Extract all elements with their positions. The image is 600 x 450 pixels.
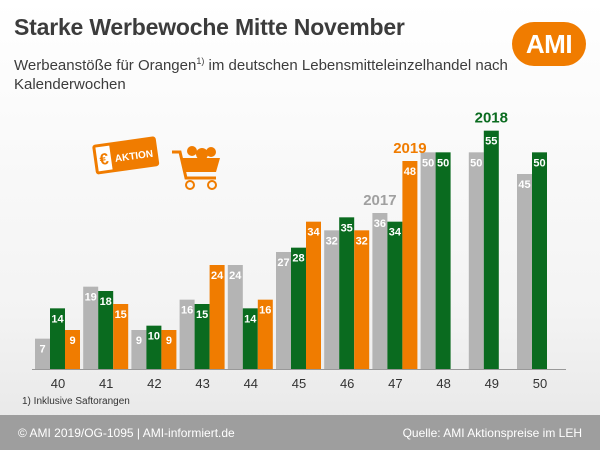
bar-2019-45: [306, 221, 321, 369]
bar-value-label: 18: [100, 296, 112, 308]
bar-value-label: 9: [166, 335, 172, 347]
x-tick-label: 50: [533, 376, 547, 391]
bar-2017-44: [227, 265, 243, 369]
bar-2019-40: [65, 330, 80, 369]
bar-2019-43: [209, 265, 225, 369]
bar-value-label: 19: [85, 292, 97, 304]
x-tick-label: 44: [244, 376, 258, 391]
bar-2018-45: [291, 247, 306, 369]
bar-2018-46: [339, 217, 355, 369]
bar-value-label: 24: [211, 270, 224, 282]
x-tick-label: 41: [99, 376, 113, 391]
bar-2017-48: [420, 152, 436, 369]
series-label-group: 2017 2018 2019: [363, 110, 508, 209]
bar-value-label: 24: [229, 270, 242, 282]
bar-value-label: 50: [422, 157, 434, 169]
bar-value-label: 28: [292, 253, 304, 265]
bar-2019-41: [113, 304, 129, 369]
bar-2017-49: [468, 152, 484, 369]
bar-2019-46: [354, 230, 370, 369]
bar-value-label: 15: [115, 309, 127, 321]
ami-logo: AMI: [512, 22, 586, 66]
bar-2018-49: [483, 130, 499, 369]
footnote: 1) Inklusive Saftorangen: [22, 396, 130, 407]
bar-2018-43: [194, 304, 210, 369]
bar-2019-42: [161, 330, 177, 369]
shopping-cart-icon: [172, 146, 220, 190]
bar-2017-42: [131, 330, 147, 369]
bar-value-label: 9: [136, 335, 142, 347]
series-label-2017: 2017: [363, 192, 396, 209]
bar-value-label: 50: [437, 157, 449, 169]
bar-value-label: 14: [51, 313, 64, 325]
bar-value-label: 16: [259, 305, 271, 317]
series-label-2018: 2018: [475, 110, 508, 127]
x-tick-label: 47: [388, 376, 402, 391]
bar-2018-40: [50, 308, 65, 369]
bar-2019-47: [402, 161, 418, 369]
x-tick-group: 40 41 42 43 44 45 46 47 48 49 50: [51, 376, 547, 391]
x-tick-label: 40: [51, 376, 65, 391]
subtitle-footnote-marker: 1): [196, 56, 205, 66]
x-tick-label: 45: [292, 376, 306, 391]
bar-value-label: 10: [148, 331, 160, 343]
bar-value-label: 16: [181, 305, 193, 317]
bar-2017-46: [324, 230, 340, 369]
bar-2019-44: [257, 299, 273, 369]
bar-2018-50: [532, 152, 547, 369]
bar-2017-45: [276, 252, 291, 369]
x-tick-label: 43: [195, 376, 209, 391]
bar-value-label: 45: [518, 179, 530, 191]
bar-2017-40: [35, 338, 50, 369]
bar-value-label: 55: [485, 136, 497, 148]
series-label-2019: 2019: [393, 140, 426, 157]
chart-title: Starke Werbewoche Mitte November: [14, 14, 405, 40]
bar-value-label: 36: [374, 218, 386, 230]
footer-source: Quelle: AMI Aktionspreise im LEH: [402, 426, 582, 440]
bar-value-label: 27: [277, 257, 289, 269]
bar-value-label: 32: [356, 235, 368, 247]
bar-value-label: 14: [244, 313, 257, 325]
footer-bar: © AMI 2019/OG-1095 | AMI-informiert.de Q…: [0, 415, 600, 450]
bar-value-label: 32: [326, 235, 338, 247]
bar-2018-41: [98, 291, 114, 369]
x-tick-label: 46: [340, 376, 354, 391]
bar-2017-50: [517, 174, 532, 369]
bar-value-label: 7: [39, 344, 45, 356]
bar-2018-42: [146, 325, 162, 369]
bar-2017-41: [83, 286, 99, 369]
bar-value-label: 35: [341, 222, 353, 234]
bar-2018-47: [387, 221, 403, 369]
x-tick-label: 42: [147, 376, 161, 391]
bar-2017-43: [179, 299, 195, 369]
bar-2017-47: [372, 213, 388, 369]
euro-aktion-coupon-icon: € AKTION: [92, 136, 160, 175]
x-tick-label: 49: [485, 376, 499, 391]
bar-value-label: 34: [389, 227, 402, 239]
bar-value-label: 9: [69, 335, 75, 347]
bar-2018-48: [435, 152, 451, 369]
bar-value-label: 48: [404, 166, 416, 178]
bar-value-label: 34: [307, 227, 320, 239]
bar-value-label: 50: [470, 157, 482, 169]
bar-value-label: 50: [533, 157, 545, 169]
chart-subtitle: Werbeanstöße für Orangen1) im deutschen …: [14, 52, 514, 94]
bar-value-label: 15: [196, 309, 208, 321]
coupon-euro-symbol: €: [99, 151, 110, 169]
subtitle-main: Werbeanstöße für Orangen: [14, 57, 197, 74]
subtitle-rest: im deutschen Lebensmitteleinzelhandel na…: [14, 57, 508, 93]
footer-copyright: © AMI 2019/OG-1095 | AMI-informiert.de: [18, 426, 235, 440]
coupon-aktion-text: AKTION: [114, 149, 154, 165]
x-tick-label: 48: [436, 376, 450, 391]
bar-2018-44: [242, 308, 258, 369]
